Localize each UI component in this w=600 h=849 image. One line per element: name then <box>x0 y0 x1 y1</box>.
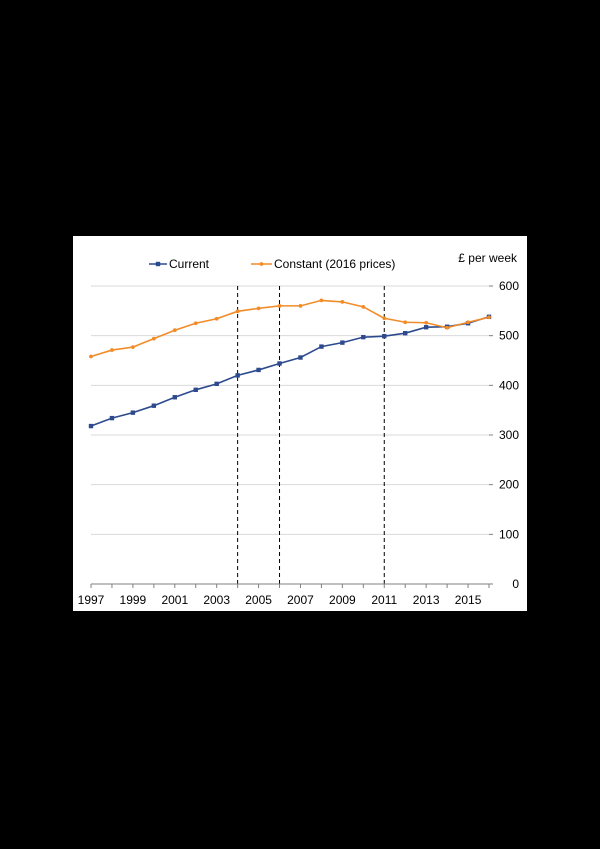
data-point-s1-1997 <box>89 354 93 359</box>
y-tick-label-0: 0 <box>512 577 519 591</box>
data-point-s0-2011 <box>382 333 387 339</box>
x-tick-label-2007: 2007 <box>287 593 314 607</box>
x-tick-label-2011: 2011 <box>371 593 397 607</box>
data-point-s1-2014 <box>445 325 450 330</box>
data-point-s0-2002 <box>193 387 198 393</box>
data-point-s0-2003 <box>214 381 219 387</box>
gridlines <box>91 285 489 535</box>
data-point-s1-2016 <box>487 315 491 320</box>
data-point-s0-2013 <box>423 325 429 330</box>
data-point-s1-2009 <box>340 299 345 304</box>
y-axis-label: £ per week <box>458 251 518 265</box>
legend-marker-current <box>155 261 161 267</box>
x-tick-label-2005: 2005 <box>245 593 272 607</box>
data-point-s1-2010 <box>361 304 366 309</box>
data-point-s1-1998 <box>110 348 114 352</box>
y-tick-label-200: 200 <box>499 478 519 492</box>
data-point-s1-2007 <box>298 303 303 308</box>
y-tick-label-600: 600 <box>499 279 519 293</box>
series-layer <box>88 298 492 429</box>
data-point-s0-2000 <box>151 403 157 408</box>
data-point-s1-2011 <box>382 316 387 321</box>
y-tick-label-500: 500 <box>499 329 519 343</box>
x-tick-label-2009: 2009 <box>329 593 356 607</box>
series-line-1 <box>90 299 490 358</box>
data-point-s1-2000 <box>151 336 156 341</box>
legend-label-constant: Constant (2016 prices) <box>274 257 395 271</box>
legend: Current Constant (2016 prices) <box>149 257 395 271</box>
data-point-s0-2007 <box>298 355 303 360</box>
chart-panel: 0 100 200 300 400 500 600 1997 1999 2001 2003 2005 2… <box>73 236 527 611</box>
y-tick-label-400: 400 <box>499 378 519 392</box>
line-chart: 0 100 200 300 400 500 600 1997 1999 2001 2003 2005 2… <box>78 251 520 607</box>
data-point-s1-2001 <box>172 328 177 333</box>
x-tick-label-1997: 1997 <box>78 593 105 607</box>
x-tick-label-2001: 2001 <box>161 593 188 607</box>
data-point-s1-2012 <box>403 320 408 325</box>
data-point-s0-1999 <box>130 410 136 415</box>
x-tick-label-2013: 2013 <box>413 593 440 607</box>
x-tick-label-2003: 2003 <box>203 593 230 607</box>
data-point-s1-2008 <box>319 298 324 303</box>
legend-marker-constant <box>259 262 264 266</box>
data-point-s1-2006 <box>277 303 282 308</box>
data-point-s1-2015 <box>466 320 470 325</box>
data-point-s0-2012 <box>403 330 408 336</box>
x-tick-label-1999: 1999 <box>120 593 147 607</box>
data-point-s0-1997 <box>88 423 94 429</box>
data-point-s1-2002 <box>193 321 198 326</box>
data-point-s0-2005 <box>256 367 261 373</box>
data-point-s0-2004 <box>235 373 240 378</box>
y-tick-label-300: 300 <box>499 428 519 442</box>
axes: 0 100 200 300 400 500 600 1997 1999 2001 2003 2005 2… <box>78 279 520 607</box>
data-point-s1-2005 <box>256 306 261 311</box>
data-point-s1-1999 <box>130 345 135 349</box>
data-point-s0-1998 <box>109 415 115 421</box>
y-tick-label-100: 100 <box>499 527 519 541</box>
legend-label-current: Current <box>169 257 210 271</box>
data-point-s1-2013 <box>424 320 429 325</box>
series-line-0 <box>90 316 490 427</box>
data-point-s1-2003 <box>214 316 219 321</box>
data-point-s0-2001 <box>172 395 177 400</box>
data-point-s0-2009 <box>340 340 345 345</box>
x-tick-label-2015: 2015 <box>455 593 482 607</box>
data-point-s0-2008 <box>319 344 324 349</box>
data-point-s0-2006 <box>277 361 282 366</box>
data-point-s1-2004 <box>235 309 240 314</box>
data-point-s0-2010 <box>361 334 366 340</box>
